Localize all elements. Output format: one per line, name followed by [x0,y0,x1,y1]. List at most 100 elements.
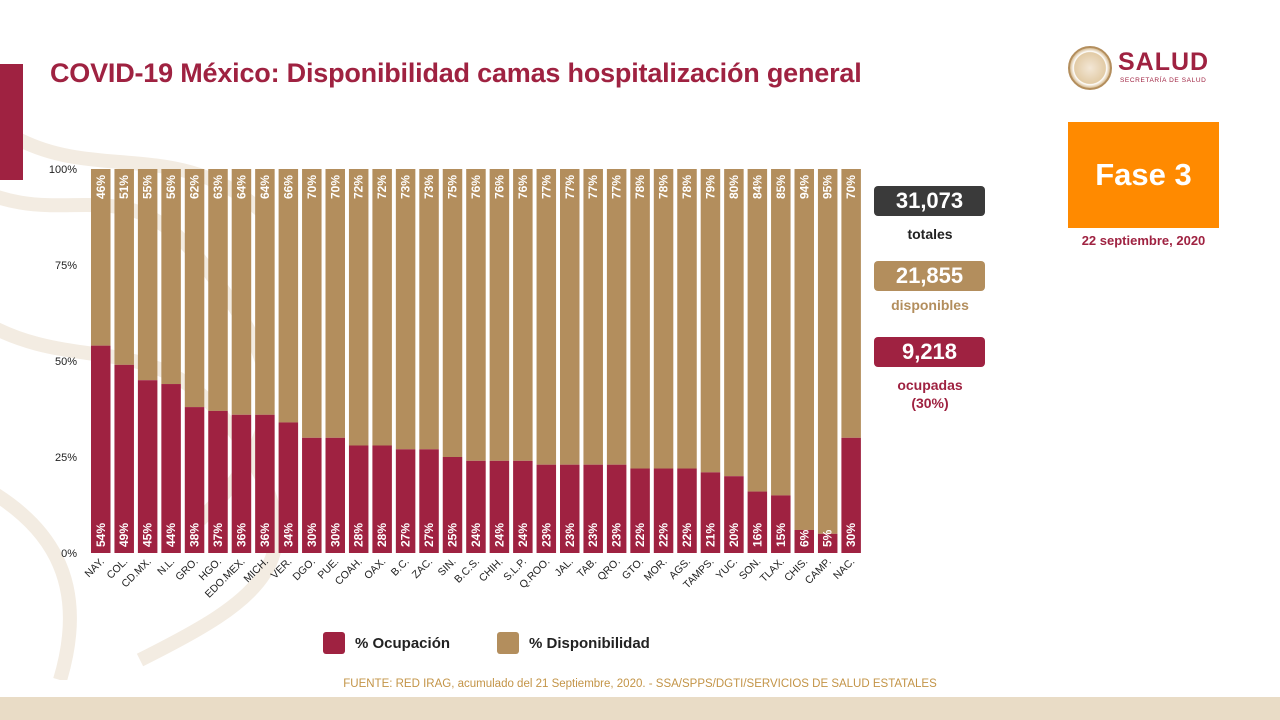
category-label: ZAC. [410,556,435,581]
bar-disponibilidad [255,169,275,415]
bar-disponibilidad [583,169,603,465]
data-label-disponibilidad: 77% [586,175,600,199]
bar-ocupacion [466,460,486,553]
bar-ocupacion [747,491,768,553]
bar-disponibilidad [161,169,181,385]
category-label: B.C. [389,556,412,579]
data-label-ocupacion: 22% [633,523,647,547]
bar-ocupacion [278,422,299,553]
bar-ocupacion [184,407,205,553]
bar-ocupacion [395,449,416,553]
data-label-disponibilidad: 76% [516,175,530,199]
data-label-disponibilidad: 64% [234,175,248,199]
data-label-ocupacion: 54% [94,523,108,547]
bar-disponibilidad [700,169,721,473]
data-label-ocupacion: 15% [774,523,788,547]
category-label: QRO. [595,556,622,583]
phase-badge: Fase 3 [1068,122,1219,228]
bar-disponibilidad [536,169,557,465]
bar-ocupacion [255,414,275,553]
bar-ocupacion [606,464,627,553]
category-label: DGO. [290,556,317,583]
bar-disponibilidad [630,169,650,469]
category-label: NAY. [83,556,107,580]
bar-ocupacion [442,457,463,553]
bar-disponibilidad [466,169,486,461]
bar-disponibilidad [325,169,345,438]
data-label-ocupacion: 28% [352,523,366,547]
bar-ocupacion [560,464,580,553]
data-label-disponibilidad: 70% [328,175,342,199]
data-label-disponibilidad: 62% [188,175,202,199]
data-label-disponibilidad: 79% [703,175,717,199]
bar-disponibilidad [513,169,533,461]
salud-logo: SALUD SECRETARÍA DE SALUD [1064,44,1224,94]
bar-disponibilidad [442,169,463,457]
category-label: OAX. [362,556,388,582]
bar-disponibilidad [653,169,674,469]
data-label-ocupacion: 24% [469,523,483,547]
category-label: MOR. [642,556,670,584]
data-label-ocupacion: 38% [188,523,202,547]
occupied-beds-label: ocupadas [897,377,963,393]
bar-disponibilidad [91,169,111,346]
bar-ocupacion [817,533,838,553]
data-label-disponibilidad: 77% [610,175,624,199]
data-label-disponibilidad: 80% [727,175,741,199]
bar-ocupacion [630,468,650,553]
data-label-disponibilidad: 85% [774,175,788,199]
bar-ocupacion [419,449,439,553]
data-label-ocupacion: 34% [281,523,295,547]
category-label: MICH. [241,556,271,586]
occupied-beds-percent: (30%) [911,395,949,411]
data-label-ocupacion: 22% [657,523,671,547]
legend-swatch-ocupacion [323,632,345,654]
data-label-ocupacion: 30% [328,523,342,547]
data-label-ocupacion: 20% [727,523,741,547]
data-label-ocupacion: 24% [516,523,530,547]
bar-disponibilidad [724,169,744,477]
bar-disponibilidad [395,169,416,450]
bar-disponibilidad [208,169,228,411]
data-label-disponibilidad: 72% [352,175,366,199]
data-label-disponibilidad: 73% [422,175,436,199]
data-label-ocupacion: 16% [750,523,764,547]
bar-disponibilidad [560,169,580,465]
data-label-disponibilidad: 64% [258,175,272,199]
legend-swatch-disponibilidad [497,632,519,654]
bar-ocupacion [231,414,252,553]
bar-ocupacion [302,437,322,553]
y-tick-label: 0% [61,548,77,560]
bar-ocupacion [489,460,510,553]
bar-ocupacion [700,472,721,553]
data-label-ocupacion: 6% [797,529,811,547]
bar-disponibilidad [372,169,392,446]
data-label-disponibilidad: 78% [633,175,647,199]
data-label-ocupacion: 36% [258,523,272,547]
total-beds-value: 31,073 [874,186,985,216]
total-beds-label: totales [907,226,953,242]
data-label-disponibilidad: 95% [821,175,835,199]
bar-ocupacion [841,437,861,553]
data-label-ocupacion: 24% [492,523,506,547]
data-label-disponibilidad: 55% [141,175,155,199]
bar-ocupacion [677,468,697,553]
bar-ocupacion [208,410,228,553]
bar-disponibilidad [841,169,861,438]
category-label: TLAX. [758,556,787,585]
data-label-ocupacion: 30% [305,523,319,547]
bar-disponibilidad [231,169,252,415]
y-tick-label: 25% [55,452,77,464]
data-label-ocupacion: 37% [211,523,225,547]
data-label-disponibilidad: 78% [657,175,671,199]
bar-ocupacion [653,468,674,553]
bar-disponibilidad [747,169,768,492]
bar-ocupacion [161,384,181,553]
bar-ocupacion [91,345,111,553]
data-label-disponibilidad: 77% [563,175,577,199]
available-beds-label: disponibles [891,297,969,313]
bar-ocupacion [137,380,158,553]
bar-disponibilidad [419,169,439,450]
data-label-disponibilidad: 76% [469,175,483,199]
